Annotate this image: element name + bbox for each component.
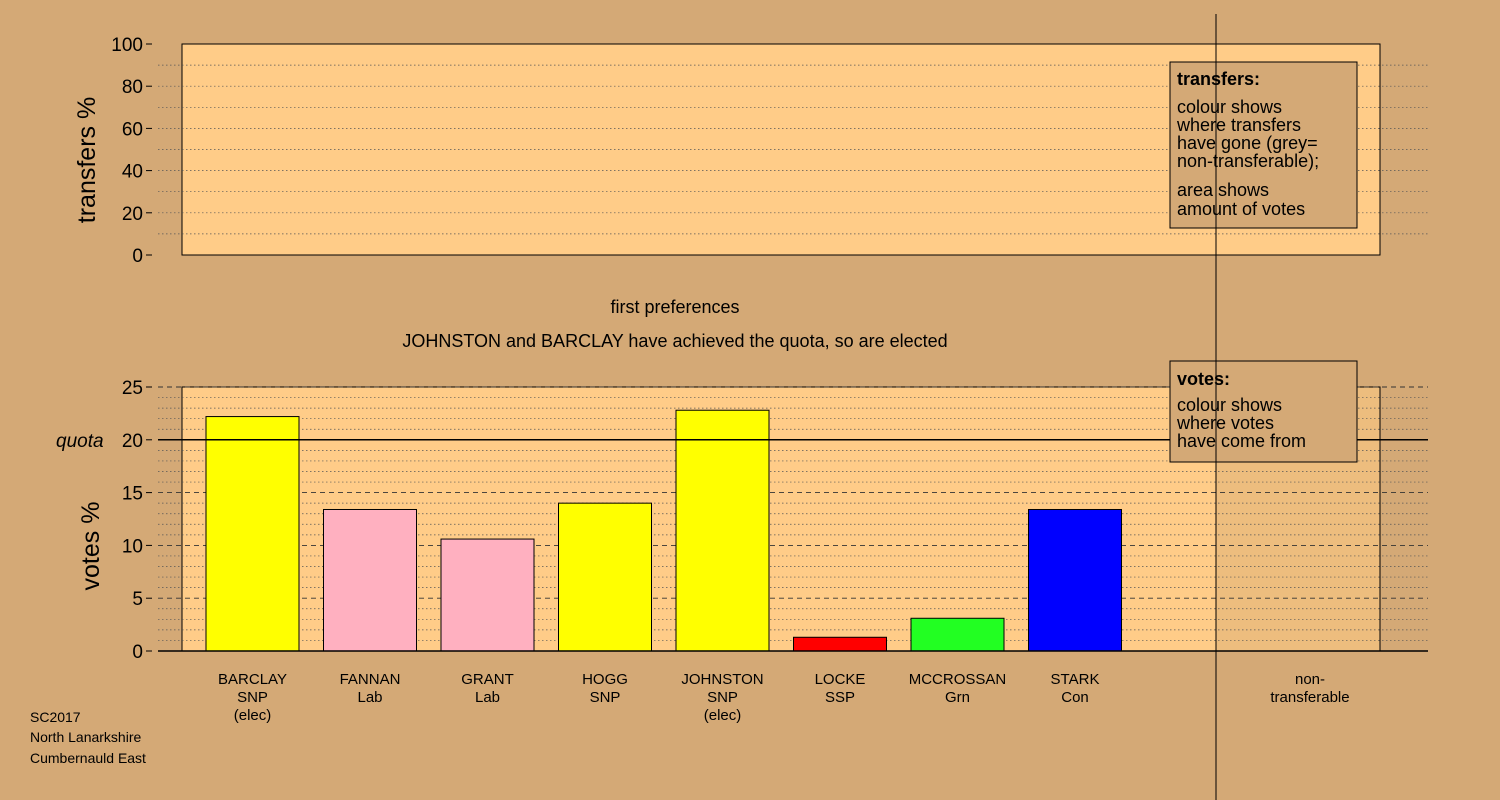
votes-tick-label: 5 — [132, 589, 143, 610]
transfers-tick-label: 0 — [132, 246, 143, 267]
transfers-legend-title: transfers: — [1177, 69, 1260, 89]
bar-grant — [440, 538, 535, 652]
transfers-tick-label: 20 — [122, 204, 143, 225]
votes-legend-line: have come from — [1177, 431, 1306, 451]
transfers-tick-label: 100 — [111, 35, 143, 56]
footer: SC2017 North Lanarkshire Cumbernauld Eas… — [30, 709, 146, 766]
candidate-name-label: LOCKE — [815, 671, 866, 688]
candidate-party-label: Con — [1061, 689, 1089, 706]
candidate-party-label: Lab — [357, 689, 382, 706]
candidate-name-label: FANNAN — [340, 671, 401, 688]
bar-fannan — [323, 508, 417, 652]
candidate-name-label: JOHNSTON — [681, 671, 763, 688]
transfers-tick-label: 40 — [122, 162, 143, 183]
bar-barclay — [205, 416, 300, 652]
chart-titles: first preferences JOHNSTON and BARCLAY h… — [402, 297, 947, 351]
quota-label: quota — [56, 431, 104, 452]
votes-legend-title: votes: — [1177, 369, 1230, 389]
votes-tick-label: 15 — [122, 484, 143, 505]
candidate-status-label: (elec) — [234, 707, 272, 724]
candidate-name-label: BARCLAY — [218, 671, 287, 688]
votes-legend-line: where votes — [1176, 413, 1274, 433]
candidate-party-label: Lab — [475, 689, 500, 706]
candidate-party-label: Grn — [945, 689, 970, 706]
transfers-legend-line: non-transferable); — [1177, 151, 1319, 171]
bar-locke — [793, 636, 887, 652]
votes-legend-line: colour shows — [1177, 395, 1282, 415]
candidate-party-label: SNP — [707, 689, 738, 706]
transfers-panel: 0 20 40 60 80 100 transfers % transfers: colour … — [73, 35, 1428, 267]
votes-tick-label: 25 — [122, 378, 143, 399]
transfers-legend-box — [1169, 61, 1358, 229]
candidate-name-label: MCCROSSAN — [909, 671, 1007, 688]
candidate-name-label: HOGG — [582, 671, 628, 688]
candidate-party-label: SNP — [590, 689, 621, 706]
transfers-legend-line: colour shows — [1177, 97, 1282, 117]
transfers-tick-label: 60 — [122, 119, 143, 140]
transfers-legend-line: area shows — [1177, 180, 1269, 200]
chart-subtitle: JOHNSTON and BARCLAY have achieved the q… — [402, 331, 947, 351]
votes-tick-label: 10 — [122, 536, 143, 557]
transfers-legend-line: where transfers — [1176, 115, 1301, 135]
nontransferable-label: transferable — [1270, 689, 1349, 706]
bar-johnston — [675, 409, 770, 652]
transfers-legend-line: amount of votes — [1177, 199, 1305, 219]
transfers-axis-label: transfers % — [73, 97, 101, 223]
footer-ward: Cumbernauld East — [30, 750, 146, 766]
candidate-status-label: (elec) — [704, 707, 742, 724]
transfers-tick-label: 80 — [122, 77, 143, 98]
votes-legend-box — [1169, 360, 1358, 463]
footer-election: SC2017 — [30, 709, 81, 725]
chart-title: first preferences — [610, 297, 739, 317]
transfers-legend-line: have gone (grey= — [1177, 133, 1318, 153]
candidate-party-label: SSP — [825, 689, 855, 706]
bar-stark — [1028, 508, 1122, 652]
candidate-name-label: STARK — [1051, 671, 1100, 688]
votes-tick-label: 20 — [122, 431, 143, 452]
votes-tick-label: 0 — [132, 642, 143, 663]
votes-axis-label: votes % — [77, 502, 105, 591]
bar-hogg — [558, 502, 652, 652]
bar-mccrossan — [910, 617, 1005, 652]
nontransferable-label: non- — [1295, 671, 1325, 688]
candidate-party-label: SNP — [237, 689, 268, 706]
footer-council: North Lanarkshire — [30, 729, 141, 745]
candidate-name-label: GRANT — [461, 671, 514, 688]
